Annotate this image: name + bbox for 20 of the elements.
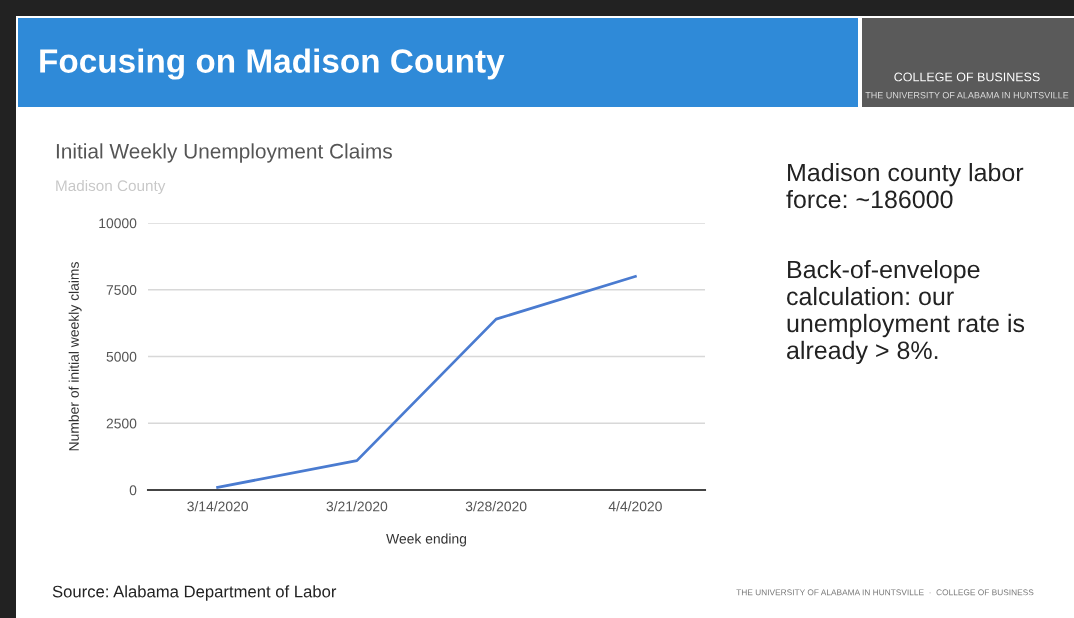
text: Madison county labor force: ~186000 [786, 163, 1024, 209]
y-axis-title: Number of initial weekly claims [68, 262, 82, 451]
source-note: Source: Alabama Department of Labor [52, 585, 337, 601]
x-tick-label: 4/4/2020 [608, 501, 662, 512]
x-tick-label: 3/14/2020 [187, 501, 248, 512]
y-tick-label: 5000 [106, 351, 137, 362]
y-tick-label: 2500 [106, 418, 137, 429]
x-axis-title: Week ending [386, 533, 467, 547]
y-tick-label: 7500 [106, 285, 137, 295]
text: Focusing on Madison County [40, 48, 505, 80]
text: COLLEGE OF BUSINESS [894, 72, 1040, 82]
text: THE UNIVERSITY OF ALABAMA IN HUNTSVILLE [865, 92, 1069, 99]
chart-title: Initial Weekly Unemployment Claims [56, 143, 392, 163]
text: Back-of-envelope calculation: our unemployment rate is already > 8%. [787, 260, 1025, 365]
line-series [216, 275, 637, 489]
y-tick-label: 0 [129, 485, 137, 496]
text: THE UNIVERSITY OF ALABAMA IN HUNTSVILLE · COLLEGE OF BUSINESS [736, 589, 1034, 596]
x-tick-label: 3/21/2020 [326, 501, 388, 512]
x-tick-label: 3/28/2020 [465, 501, 527, 512]
y-tick-label: 10000 [99, 218, 137, 229]
